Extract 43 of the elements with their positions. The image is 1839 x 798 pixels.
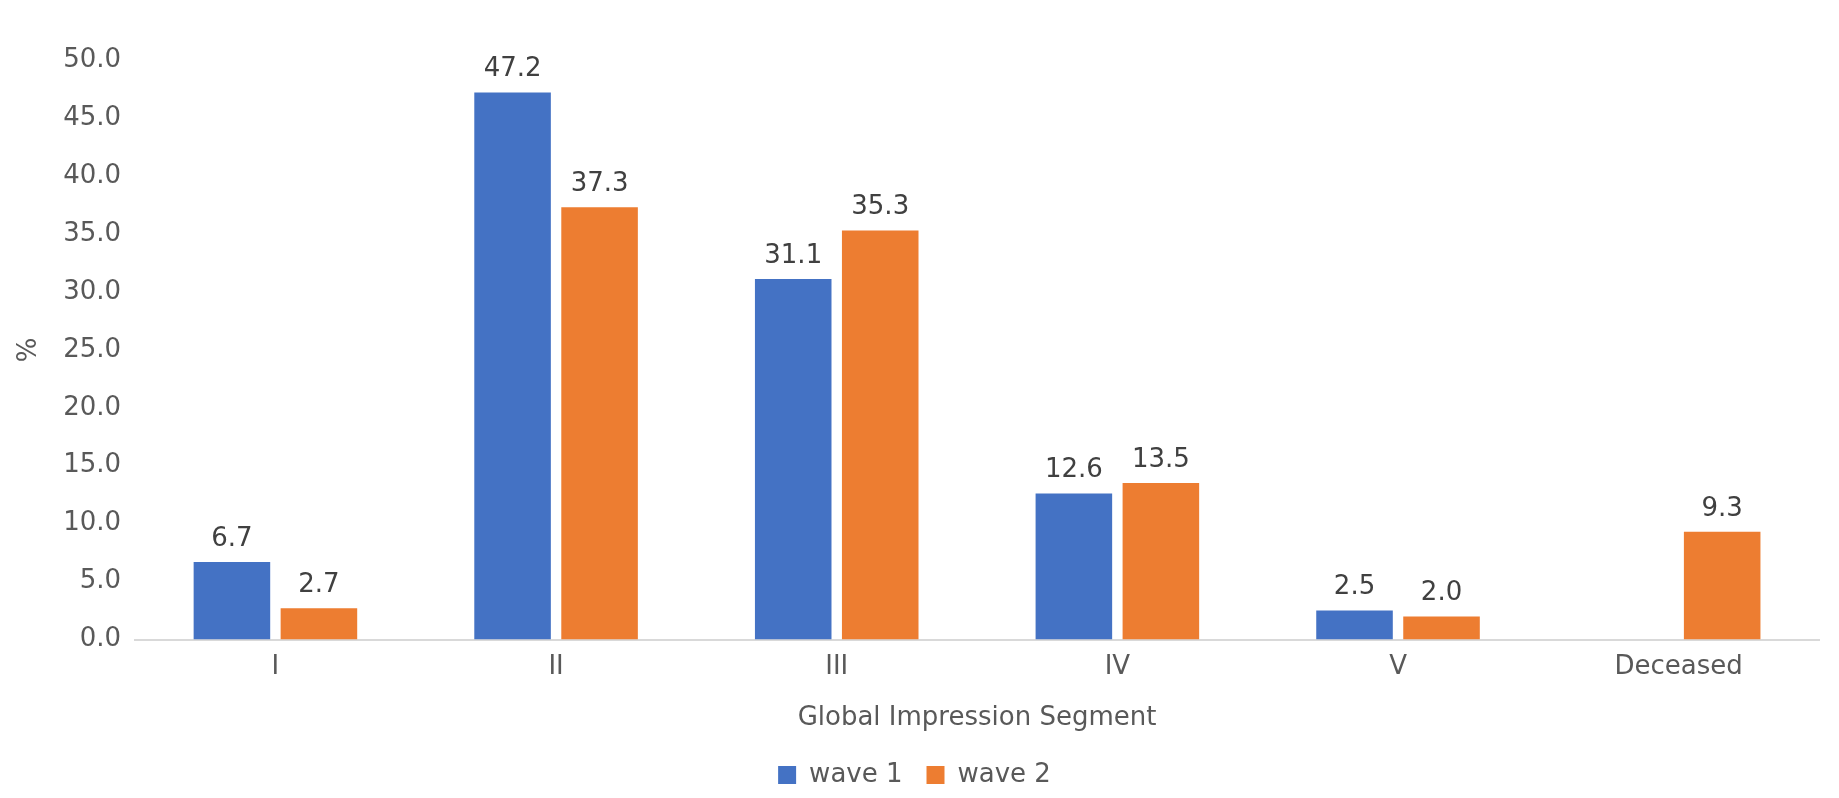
- bar: [1403, 616, 1480, 640]
- y-tick-label: 30.0: [63, 274, 122, 305]
- bar: [561, 207, 638, 640]
- bar: [474, 92, 551, 640]
- legend-label: wave 2: [957, 757, 1051, 788]
- data-label: 9.3: [1701, 491, 1743, 522]
- x-tick-label: Deceased: [1614, 649, 1743, 680]
- data-label: 31.1: [764, 238, 823, 269]
- bar: [193, 561, 271, 640]
- y-tick-label: 35.0: [63, 216, 122, 247]
- y-tick-label: 5.0: [79, 564, 122, 595]
- x-tick-label: I: [271, 649, 280, 680]
- data-label: 13.5: [1131, 442, 1190, 473]
- bar: [1122, 483, 1200, 640]
- y-tick-label: 40.0: [63, 158, 122, 189]
- bar: [1035, 493, 1113, 640]
- data-label: 12.6: [1044, 453, 1103, 484]
- y-tick-label: 10.0: [63, 506, 122, 537]
- data-label: 2.7: [298, 568, 340, 599]
- x-tick-label: V: [1389, 649, 1408, 680]
- data-label: 35.3: [851, 190, 910, 221]
- bar: [280, 608, 358, 640]
- y-tick-label: 20.0: [63, 390, 122, 421]
- x-tick-label: IV: [1104, 649, 1131, 680]
- x-tick-label: III: [825, 649, 849, 680]
- legend-label: wave 1: [809, 757, 903, 788]
- x-axis-title: Global Impression Segment: [797, 701, 1157, 732]
- bar: [841, 230, 919, 640]
- y-tick-label: 45.0: [63, 100, 122, 131]
- data-label: 2.5: [1333, 570, 1376, 601]
- data-label: 6.7: [211, 521, 253, 552]
- data-label: 37.3: [570, 166, 629, 197]
- y-tick-label: 50.0: [63, 42, 122, 73]
- bar: [754, 279, 832, 640]
- x-tick-label: II: [548, 649, 564, 680]
- bar: [1683, 531, 1761, 640]
- data-label: 47.2: [483, 52, 542, 83]
- bar: [1316, 610, 1393, 640]
- data-label: 2.0: [1420, 576, 1463, 607]
- y-tick-label: 25.0: [63, 332, 122, 363]
- y-axis-title: %: [12, 337, 43, 363]
- y-tick-label: 15.0: [63, 448, 122, 479]
- y-tick-label: 0.0: [79, 622, 122, 653]
